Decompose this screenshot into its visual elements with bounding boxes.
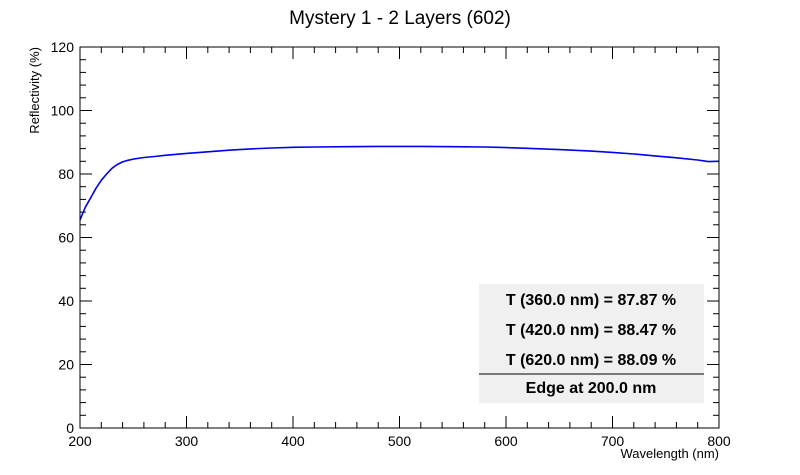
y-tick-label: 100: [51, 103, 75, 119]
plot-frame: [79, 46, 720, 429]
x-tick-label: 600: [494, 433, 518, 449]
reflectivity-series-line: [79, 145, 720, 221]
x-tick-label: 200: [68, 433, 92, 449]
y-tick-label: 60: [58, 230, 74, 246]
y-axis-label: Reflectivity (%): [27, 47, 42, 134]
stats-line-620: T (620.0 nm) = 88.09 %: [506, 352, 676, 369]
y-tick-label: 40: [58, 293, 74, 309]
x-axis-label: Wavelength (nm): [621, 446, 720, 461]
stats-box: T (360.0 nm) = 87.87 % T (420.0 nm) = 88…: [479, 284, 704, 403]
stats-line-420: T (420.0 nm) = 88.47 %: [506, 322, 676, 339]
x-tick-label: 400: [281, 433, 305, 449]
series-layer: [79, 145, 720, 221]
x-tick-label: 500: [388, 433, 412, 449]
y-tick-label: 20: [58, 357, 74, 373]
y-tick-label: 80: [58, 166, 74, 182]
stats-line-360: T (360.0 nm) = 87.87 %: [506, 292, 676, 309]
chart-title: Mystery 1 - 2 Layers (602): [289, 8, 511, 29]
x-tick-label: 300: [175, 433, 199, 449]
stats-box-background: [479, 284, 704, 403]
y-tick-label: 0: [66, 420, 74, 436]
x-tick-label: 800: [707, 433, 731, 449]
edge-annotation: Edge at 200.0 nm: [526, 380, 657, 397]
x-tick-label: 700: [601, 433, 625, 449]
y-tick-label: 120: [51, 39, 75, 55]
